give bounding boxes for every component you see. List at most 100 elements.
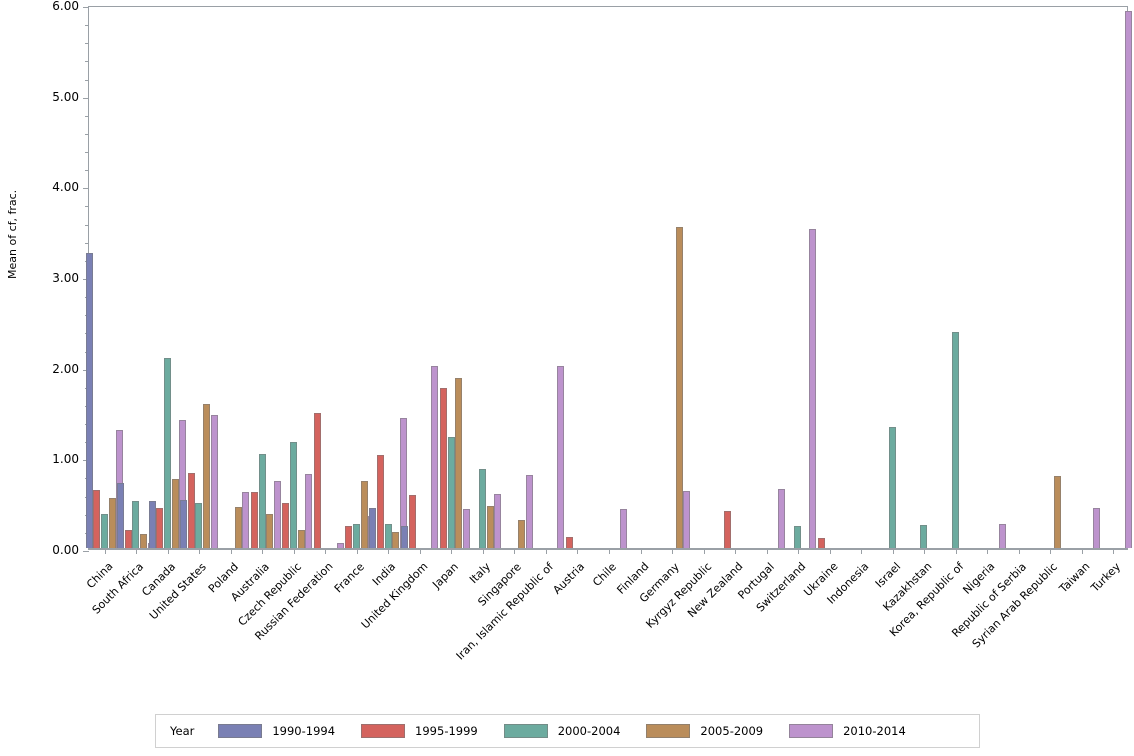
- bar[interactable]: [290, 441, 298, 548]
- y-tick-mark: [85, 152, 89, 154]
- bar[interactable]: [376, 454, 384, 548]
- bar[interactable]: [179, 420, 187, 548]
- bar[interactable]: [100, 513, 108, 548]
- legend-item[interactable]: 2005-2009: [646, 724, 763, 738]
- bar-group: [716, 7, 754, 548]
- bar[interactable]: [353, 524, 361, 548]
- bar[interactable]: [723, 510, 731, 548]
- y-tick-label: 6.00: [52, 0, 79, 13]
- bar[interactable]: [1093, 508, 1101, 548]
- bar-group: [306, 7, 344, 548]
- bar[interactable]: [620, 509, 628, 548]
- y-tick-mark: [85, 242, 89, 244]
- bar-group: [1063, 7, 1101, 548]
- legend-item[interactable]: 1990-1994: [218, 724, 335, 738]
- bar[interactable]: [360, 480, 368, 548]
- bar[interactable]: [203, 403, 211, 548]
- x-tick-mark: [861, 549, 863, 554]
- bar[interactable]: [369, 508, 377, 548]
- bar[interactable]: [920, 525, 928, 548]
- bar[interactable]: [400, 526, 408, 548]
- bar[interactable]: [140, 533, 148, 548]
- bar[interactable]: [384, 524, 392, 548]
- bar[interactable]: [258, 453, 266, 548]
- bar-group: [937, 7, 975, 548]
- bar-group: [874, 7, 912, 548]
- bar[interactable]: [234, 507, 242, 548]
- bar[interactable]: [479, 469, 487, 548]
- bar[interactable]: [297, 529, 305, 548]
- bar[interactable]: [313, 412, 321, 548]
- bar[interactable]: [187, 472, 195, 548]
- bar[interactable]: [250, 491, 258, 548]
- bar[interactable]: [117, 482, 125, 548]
- bar[interactable]: [675, 227, 683, 548]
- bar-group: [558, 7, 596, 548]
- bar[interactable]: [266, 513, 274, 548]
- bar[interactable]: [242, 491, 250, 548]
- bar[interactable]: [809, 228, 817, 548]
- bar[interactable]: [777, 489, 785, 548]
- bar[interactable]: [85, 253, 93, 548]
- x-tick-mark: [766, 549, 768, 554]
- legend-item[interactable]: 2010-2014: [789, 724, 906, 738]
- legend-label: 1990-1994: [272, 724, 336, 738]
- bar[interactable]: [447, 437, 455, 548]
- bar[interactable]: [431, 365, 439, 548]
- bar[interactable]: [210, 414, 218, 548]
- bar[interactable]: [392, 531, 400, 548]
- bar[interactable]: [683, 490, 691, 548]
- bar-group: [275, 7, 313, 548]
- bar[interactable]: [132, 500, 140, 548]
- x-tick-mark: [325, 549, 327, 554]
- y-tick-mark: [83, 551, 89, 552]
- bar[interactable]: [951, 332, 959, 548]
- chart-legend: Year 1990-1994 1995-1999 2000-2004 2005-200…: [155, 714, 980, 748]
- bar[interactable]: [1054, 476, 1061, 548]
- legend-item[interactable]: 2000-2004: [503, 724, 620, 738]
- bar[interactable]: [124, 529, 132, 548]
- bar-group: [400, 7, 439, 548]
- legend-color-swatch: [503, 724, 548, 738]
- x-tick-mark: [798, 549, 800, 554]
- bar[interactable]: [462, 509, 470, 548]
- bar-group: [653, 7, 691, 548]
- bar[interactable]: [399, 418, 407, 548]
- bar[interactable]: [818, 538, 826, 548]
- x-tick-mark: [609, 549, 610, 554]
- bar[interactable]: [156, 508, 164, 548]
- bar[interactable]: [108, 498, 116, 548]
- bar[interactable]: [336, 542, 344, 548]
- bar[interactable]: [455, 378, 463, 548]
- bar[interactable]: [494, 493, 502, 548]
- bar-group: [117, 7, 155, 548]
- bar[interactable]: [273, 480, 281, 548]
- bar[interactable]: [794, 526, 802, 548]
- bar[interactable]: [486, 506, 494, 548]
- bar[interactable]: [557, 365, 565, 548]
- x-tick-mark: [703, 549, 705, 554]
- bar[interactable]: [888, 427, 896, 548]
- bar[interactable]: [408, 495, 416, 548]
- bar[interactable]: [998, 524, 1006, 548]
- bar-series-container: [85, 7, 1132, 554]
- bar[interactable]: [171, 479, 179, 548]
- bar[interactable]: [525, 475, 533, 548]
- bar[interactable]: [1124, 11, 1132, 548]
- x-axis-labels: China South Africa Canada United States Pola…: [84, 556, 1134, 706]
- legend-item[interactable]: 1995-1999: [361, 724, 478, 738]
- bar[interactable]: [345, 526, 353, 548]
- bar[interactable]: [195, 502, 203, 548]
- bar[interactable]: [148, 500, 156, 548]
- bar[interactable]: [180, 499, 188, 548]
- bar[interactable]: [282, 502, 290, 548]
- y-tick-label: 1.00: [52, 452, 79, 467]
- bar[interactable]: [518, 519, 526, 548]
- bar[interactable]: [163, 357, 171, 548]
- bar[interactable]: [93, 489, 101, 548]
- bar[interactable]: [440, 387, 448, 548]
- bar-group: [811, 7, 849, 548]
- x-tick-mark: [1113, 549, 1115, 554]
- bar[interactable]: [566, 537, 574, 548]
- bar[interactable]: [305, 473, 313, 548]
